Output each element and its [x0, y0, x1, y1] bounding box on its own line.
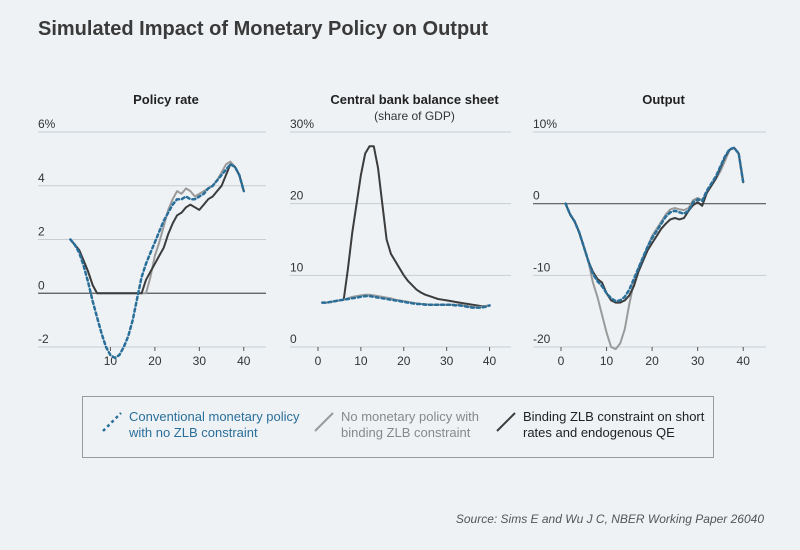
series-line-conventional	[564, 146, 745, 303]
legend-line-conventional	[102, 412, 122, 432]
y-tick-label: 2	[38, 225, 45, 239]
x-tick-label: 20	[148, 354, 162, 368]
y-tick-label: 0	[38, 278, 45, 292]
y-tick-label: 0	[290, 332, 297, 346]
x-tick-label: 20	[645, 354, 659, 368]
y-tick-label: 10	[290, 260, 304, 274]
y-tick-label: -2	[38, 332, 49, 346]
legend-swatch-no-policy	[314, 412, 334, 432]
x-tick-label: 40	[237, 354, 251, 368]
x-tick-label: 10	[600, 354, 614, 368]
y-tick-label: -20	[533, 332, 551, 346]
y-tick-label: 6%	[38, 117, 56, 131]
y-tick-label: 0	[533, 189, 540, 203]
y-tick-label: 4	[38, 171, 45, 185]
x-tick-label: 30	[440, 354, 454, 368]
x-tick-label: 30	[193, 354, 207, 368]
x-tick-label: 20	[397, 354, 411, 368]
legend-swatch-conventional	[102, 412, 122, 432]
x-tick-label: 40	[483, 354, 497, 368]
series-line-conventional	[69, 163, 246, 360]
x-tick-label: 0	[558, 354, 565, 368]
series-line-conventional	[321, 294, 491, 309]
legend-item-conventional: Conventional monetary policy with no ZLB…	[101, 409, 300, 441]
y-tick-label: 30%	[290, 117, 314, 131]
x-tick-label: 0	[315, 354, 322, 368]
panel-title: Central bank balance sheet	[330, 92, 499, 107]
legend-label-conventional: Conventional monetary policy with no ZLB…	[129, 409, 300, 440]
panel-subtitle: (share of GDP)	[374, 109, 455, 123]
legend-line-no-policy	[314, 412, 334, 432]
legend-label-binding: Binding ZLB constraint on short rates an…	[523, 409, 705, 440]
legend-item-no-policy: No monetary policy with binding ZLB cons…	[313, 409, 479, 441]
series-line-binding	[69, 163, 245, 295]
legend-line-binding	[496, 412, 516, 432]
legend-item-binding: Binding ZLB constraint on short rates an…	[495, 409, 704, 441]
page-title: Simulated Impact of Monetary Policy on O…	[38, 18, 489, 40]
series-line-no-policy	[321, 293, 491, 308]
x-tick-label: 30	[691, 354, 705, 368]
y-tick-label: 20	[290, 189, 304, 203]
source-note: Source: Sims E and Wu J C, NBER Working …	[455, 512, 764, 526]
series-line-binding	[321, 145, 491, 308]
legend-swatch-binding	[496, 412, 516, 432]
legend-label-no-policy: No monetary policy with binding ZLB cons…	[341, 409, 479, 440]
panel-title: Policy rate	[133, 92, 199, 107]
y-tick-label: -10	[533, 260, 551, 274]
x-tick-label: 40	[737, 354, 751, 368]
x-tick-label: 10	[354, 354, 368, 368]
y-tick-label: 10%	[533, 117, 557, 131]
legend: Conventional monetary policy with no ZLB…	[82, 396, 714, 458]
panel-title: Output	[642, 92, 685, 107]
